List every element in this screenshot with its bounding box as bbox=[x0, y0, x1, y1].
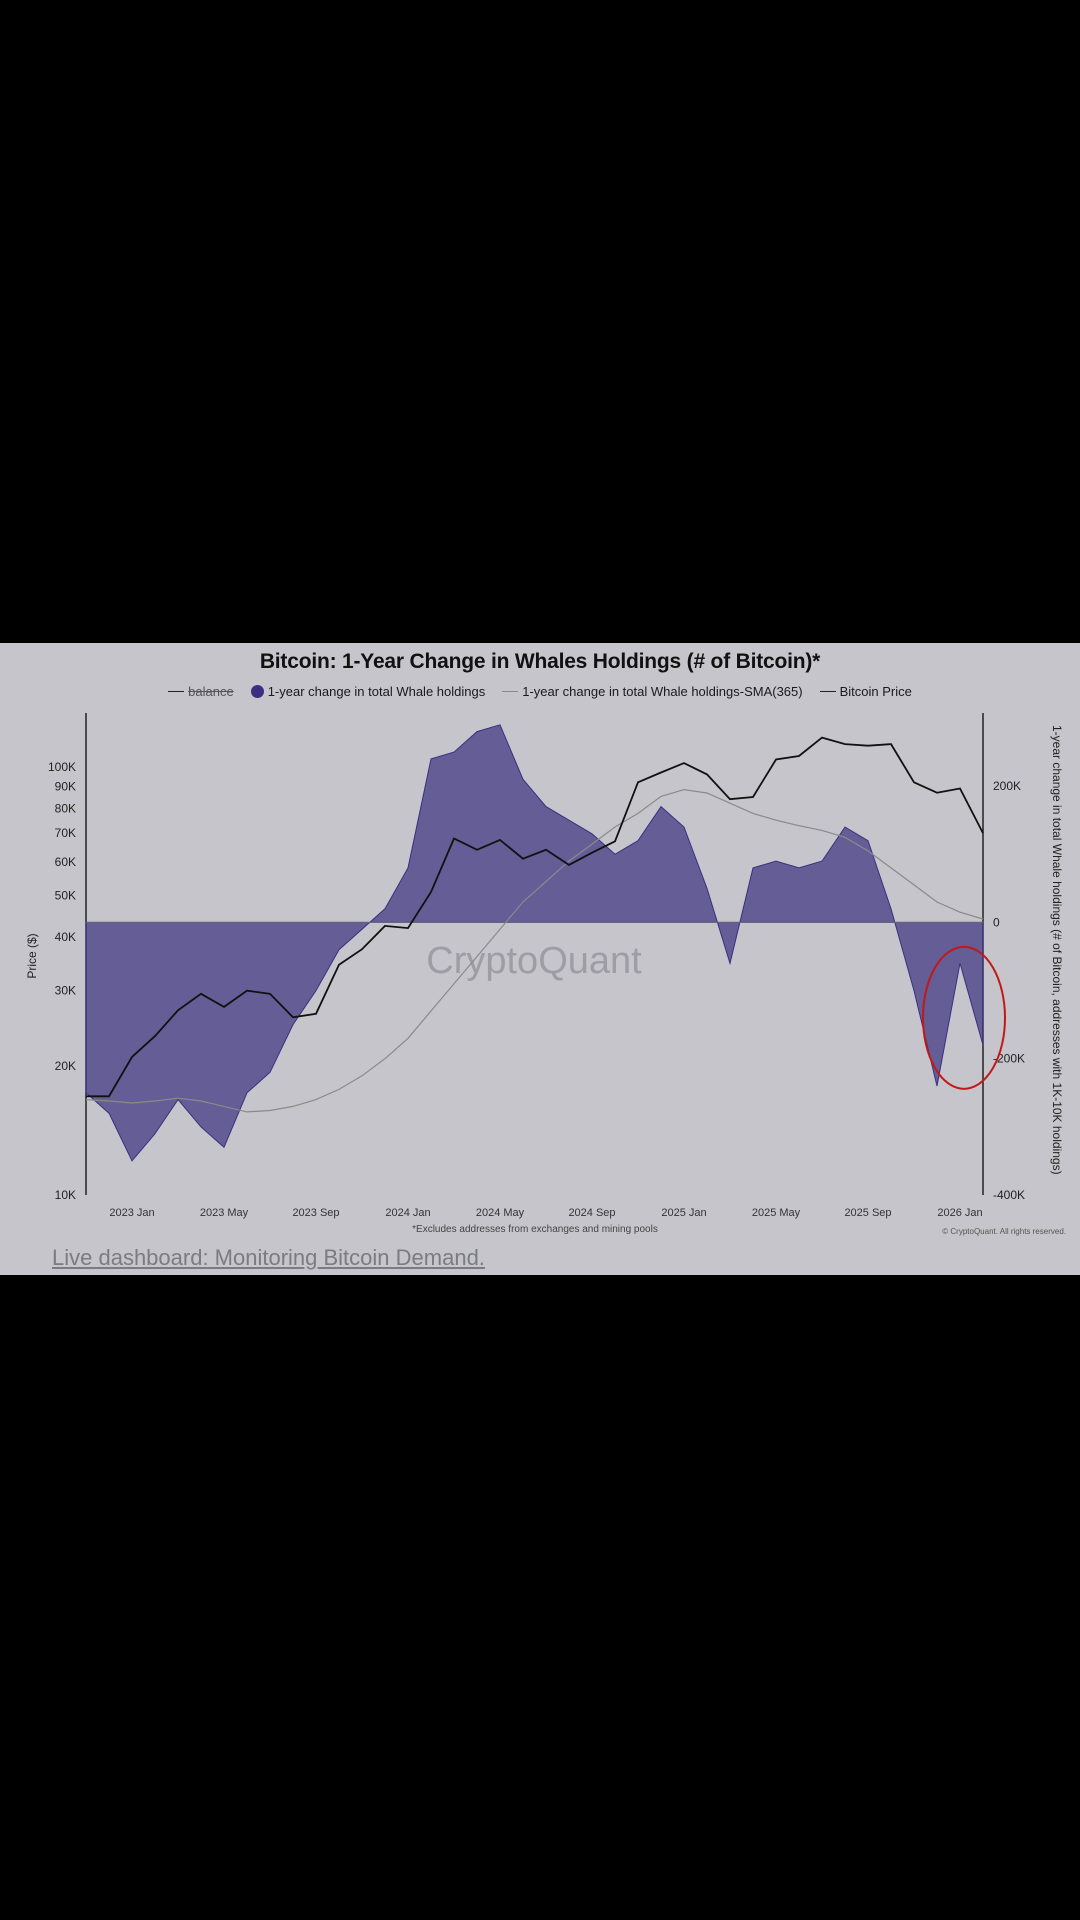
left-tick-label: 70K bbox=[55, 826, 76, 840]
dashboard-link[interactable]: Live dashboard: Monitoring Bitcoin Deman… bbox=[52, 1245, 485, 1271]
right-tick-label: 0 bbox=[993, 915, 1000, 929]
x-tick-label: 2025 Sep bbox=[844, 1207, 891, 1219]
x-tick-label: 2023 Jan bbox=[109, 1207, 154, 1219]
chart-footnote: *Excludes addresses from exchanges and m… bbox=[0, 1224, 1070, 1235]
right-tick-label: -400K bbox=[993, 1188, 1025, 1202]
right-tick-label: 200K bbox=[993, 779, 1021, 793]
x-tick-label: 2023 May bbox=[200, 1207, 249, 1219]
left-tick-label: 90K bbox=[55, 779, 76, 793]
x-tick-label: 2024 May bbox=[476, 1207, 525, 1219]
left-axis-title: Price ($) bbox=[25, 933, 39, 978]
left-tick-label: 20K bbox=[55, 1059, 76, 1073]
x-tick-label: 2026 Jan bbox=[937, 1207, 982, 1219]
left-tick-label: 50K bbox=[55, 889, 76, 903]
x-tick-label: 2024 Jan bbox=[385, 1207, 430, 1219]
chart-copyright: © CryptoQuant. All rights reserved. bbox=[942, 1227, 1066, 1236]
left-tick-label: 40K bbox=[55, 930, 76, 944]
left-tick-label: 10K bbox=[55, 1188, 76, 1202]
chart-plot: CryptoQuant 10K 20K 30K 40K 50K 60K 70K 80K 90K 10… bbox=[0, 643, 1080, 1243]
x-tick-label: 2025 Jan bbox=[661, 1207, 706, 1219]
watermark-text: CryptoQuant bbox=[426, 940, 642, 982]
x-tick-label: 2023 Sep bbox=[292, 1207, 339, 1219]
x-tick-label: 2024 Sep bbox=[568, 1207, 615, 1219]
x-tick-label: 2025 May bbox=[752, 1207, 801, 1219]
left-tick-label: 80K bbox=[55, 801, 76, 815]
right-axis-title: 1-year change in total Whale holdings (#… bbox=[1050, 725, 1064, 1175]
left-tick-label: 30K bbox=[55, 984, 76, 998]
left-tick-label: 100K bbox=[48, 760, 76, 774]
chart-card: Bitcoin: 1-Year Change in Whales Holding… bbox=[0, 643, 1080, 1275]
left-tick-label: 60K bbox=[55, 855, 76, 869]
